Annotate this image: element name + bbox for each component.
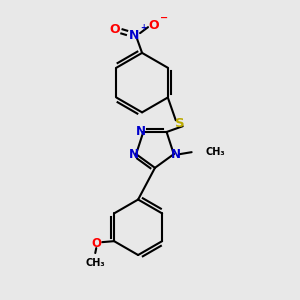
Text: N: N [171, 148, 181, 160]
Text: O: O [109, 22, 120, 36]
Text: CH₃: CH₃ [206, 147, 225, 157]
Text: N: N [129, 148, 139, 160]
Text: −: − [160, 13, 168, 23]
Text: O: O [91, 237, 101, 250]
Text: S: S [175, 117, 184, 130]
Text: N: N [136, 125, 146, 139]
Text: N: N [129, 28, 139, 42]
Text: O: O [149, 19, 159, 32]
Text: CH₃: CH₃ [85, 258, 105, 268]
Text: +: + [140, 22, 146, 32]
